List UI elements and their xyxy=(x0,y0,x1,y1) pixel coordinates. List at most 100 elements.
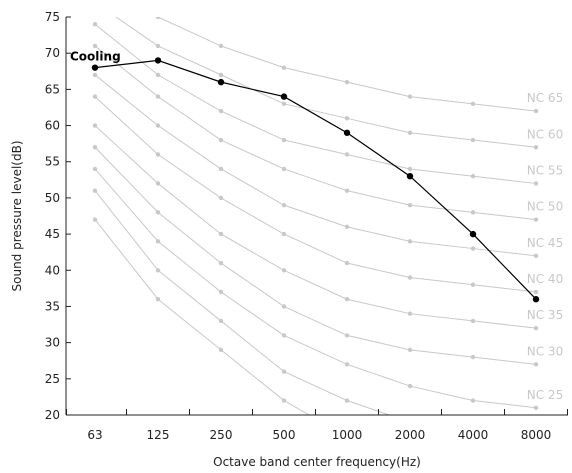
reference-point-nc-40 xyxy=(281,231,287,237)
reference-point-nc-30 xyxy=(218,260,224,266)
reference-point-nc-60 xyxy=(470,137,476,143)
reference-point-nc-45 xyxy=(218,166,224,172)
reference-point-nc-30 xyxy=(344,333,350,338)
reference-point-nc-60 xyxy=(93,0,97,4)
reference-point-nc-35 xyxy=(533,325,539,331)
reference-point-nc-45 xyxy=(92,72,98,78)
series-point-cooling xyxy=(343,129,351,136)
reference-point-nc-60 xyxy=(407,130,413,135)
reference-curve-nc-30 xyxy=(94,146,537,365)
reference-point-nc-60 xyxy=(281,101,287,107)
curve-label-nc-40: NC 40 xyxy=(527,272,563,286)
reference-point-nc-35 xyxy=(281,268,287,273)
curve-label-nc-65: NC 65 xyxy=(527,91,563,105)
series-point-cooling xyxy=(217,78,225,86)
reference-curve-nc-25 xyxy=(94,168,537,409)
reference-curve-nc-40 xyxy=(94,96,537,293)
reference-point-nc-25 xyxy=(470,398,476,403)
reference-point-nc-50 xyxy=(407,202,413,208)
reference-point-nc-25 xyxy=(344,362,350,367)
reference-curve-nc-35 xyxy=(94,125,537,329)
reference-point-nc-40 xyxy=(470,282,476,287)
reference-point-nc-55 xyxy=(281,137,287,143)
reference-point-nc-65 xyxy=(155,17,161,20)
reference-point-nc-65 xyxy=(470,101,476,107)
reference-point-unlabeled-11 xyxy=(281,398,287,403)
y-tick-label: 55 xyxy=(45,155,60,169)
series-line-cooling xyxy=(94,59,537,300)
reference-point-nc-35 xyxy=(92,123,98,128)
curve-label-nc-55: NC 55 xyxy=(527,163,563,177)
reference-point-unlabeled-10 xyxy=(408,420,412,424)
reference-point-nc-30 xyxy=(470,354,476,360)
y-tick-label: 40 xyxy=(45,263,60,277)
reference-point-nc-60 xyxy=(155,43,161,49)
reference-point-nc-55 xyxy=(218,108,224,114)
reference-point-nc-60 xyxy=(533,145,539,150)
x-tick-label: 2000 xyxy=(395,428,426,442)
reference-point-nc-25 xyxy=(407,383,413,389)
reference-curve-nc-65 xyxy=(156,17,537,112)
reference-point-nc-50 xyxy=(155,94,161,99)
x-tick-label: 8000 xyxy=(521,428,552,442)
y-tick-label: 30 xyxy=(45,336,60,350)
curve-label-nc-25: NC 25 xyxy=(527,388,563,402)
series-point-cooling xyxy=(469,230,477,238)
reference-point-nc-40 xyxy=(155,152,161,157)
reference-point-nc-45 xyxy=(155,123,161,128)
curve-label-nc-30: NC 30 xyxy=(527,344,563,358)
x-tick-label: 63 xyxy=(87,428,102,442)
reference-point-nc-65 xyxy=(533,108,539,114)
reference-curve-unlabeled-10 xyxy=(94,190,391,415)
reference-point-unlabeled-10 xyxy=(281,369,287,374)
reference-point-nc-45 xyxy=(533,253,539,258)
reference-point-nc-40 xyxy=(533,289,539,295)
reference-curve-nc-50 xyxy=(94,45,537,221)
series-point-cooling xyxy=(91,64,99,71)
reference-point-nc-25 xyxy=(281,333,287,338)
curve-label-nc-35: NC 35 xyxy=(527,308,563,322)
reference-point-nc-65 xyxy=(281,65,287,70)
x-tick-label: 1000 xyxy=(332,428,363,442)
reference-point-nc-45 xyxy=(407,239,413,244)
y-tick-label: 20 xyxy=(45,408,60,422)
y-tick-label: 70 xyxy=(45,46,60,60)
reference-point-nc-50 xyxy=(533,217,539,222)
reference-point-nc-65 xyxy=(407,94,413,99)
reference-point-nc-50 xyxy=(92,43,98,49)
reference-point-nc-45 xyxy=(470,246,476,251)
reference-point-nc-50 xyxy=(470,210,476,215)
series-point-cooling xyxy=(532,296,540,303)
reference-point-nc-30 xyxy=(533,362,539,367)
y-tick-label: 25 xyxy=(45,372,60,386)
curve-label-nc-60: NC 60 xyxy=(527,127,563,141)
y-tick-label: 50 xyxy=(45,191,60,205)
reference-point-nc-50 xyxy=(344,188,350,193)
reference-point-nc-30 xyxy=(407,347,413,353)
reference-point-nc-55 xyxy=(344,152,350,157)
reference-point-unlabeled-10 xyxy=(92,188,98,193)
series-point-cooling xyxy=(280,93,288,100)
reference-point-nc-40 xyxy=(407,275,413,280)
reference-curve-unlabeled-11 xyxy=(94,219,311,415)
reference-point-unlabeled-11 xyxy=(155,297,161,302)
reference-point-nc-65 xyxy=(344,79,350,85)
reference-point-nc-55 xyxy=(92,22,98,27)
x-tick-label: 125 xyxy=(147,428,170,442)
reference-point-nc-40 xyxy=(92,94,98,99)
reference-point-nc-50 xyxy=(218,137,224,143)
reference-point-nc-30 xyxy=(281,304,287,309)
y-tick-label: 35 xyxy=(45,299,60,313)
reference-point-nc-35 xyxy=(470,318,476,324)
reference-point-unlabeled-11 xyxy=(218,347,224,353)
reference-curve-nc-60 xyxy=(115,17,537,148)
reference-point-nc-65 xyxy=(218,43,224,49)
reference-point-unlabeled-11 xyxy=(92,217,98,222)
reference-point-unlabeled-10 xyxy=(155,268,161,273)
curve-label-nc-45: NC 45 xyxy=(527,236,563,250)
reference-point-nc-55 xyxy=(533,181,539,186)
reference-point-nc-35 xyxy=(218,231,224,237)
reference-point-nc-35 xyxy=(407,311,413,316)
reference-point-nc-35 xyxy=(344,297,350,302)
